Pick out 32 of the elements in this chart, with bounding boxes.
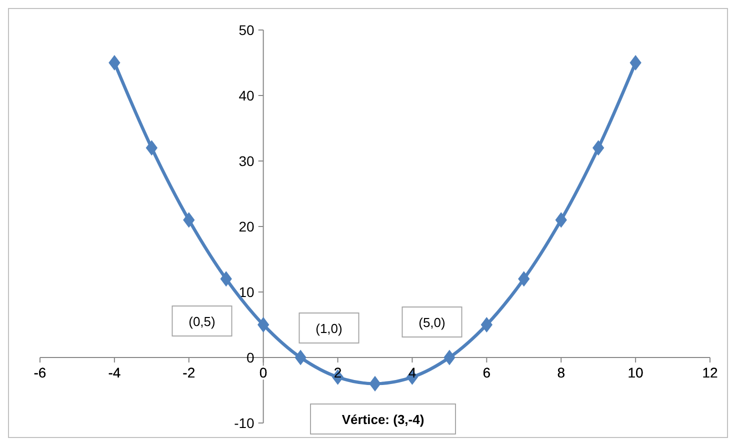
point bbox=[555, 212, 567, 228]
point bbox=[108, 54, 120, 71]
y-tick-label: 20 bbox=[238, 218, 255, 234]
annotation: (0,5) bbox=[188, 314, 216, 329]
y-tick-label: 30 bbox=[238, 153, 255, 169]
point bbox=[518, 271, 530, 287]
x-tick-label: -6 bbox=[34, 364, 46, 380]
x-tick-label: 6 bbox=[482, 364, 491, 380]
point bbox=[480, 316, 493, 333]
x-tick-label: 10 bbox=[628, 364, 644, 380]
x-tick-label: -2 bbox=[182, 364, 196, 380]
point bbox=[369, 376, 381, 392]
x-tick-label: -4 bbox=[108, 364, 121, 380]
x-tick-label: 0 bbox=[259, 364, 268, 380]
x-tick-label: 8 bbox=[557, 364, 566, 380]
point bbox=[257, 316, 270, 333]
x-tick-label: 12 bbox=[702, 364, 718, 380]
annotation: (1,0) bbox=[316, 321, 342, 336]
point bbox=[630, 54, 642, 71]
point bbox=[592, 140, 604, 156]
y-tick-label: 0 bbox=[246, 350, 255, 366]
point bbox=[444, 350, 456, 366]
point bbox=[146, 140, 158, 156]
y-tick-label: -10 bbox=[234, 415, 255, 431]
annotation: Vértice: (3,-4) bbox=[342, 412, 424, 427]
annotation: (5,0) bbox=[418, 315, 446, 330]
y-tick-label: 40 bbox=[238, 88, 255, 104]
point bbox=[220, 271, 232, 287]
point bbox=[183, 212, 195, 228]
y-tick-label: 50 bbox=[238, 22, 255, 38]
y-tick-label: 10 bbox=[238, 284, 255, 300]
point bbox=[294, 350, 306, 366]
